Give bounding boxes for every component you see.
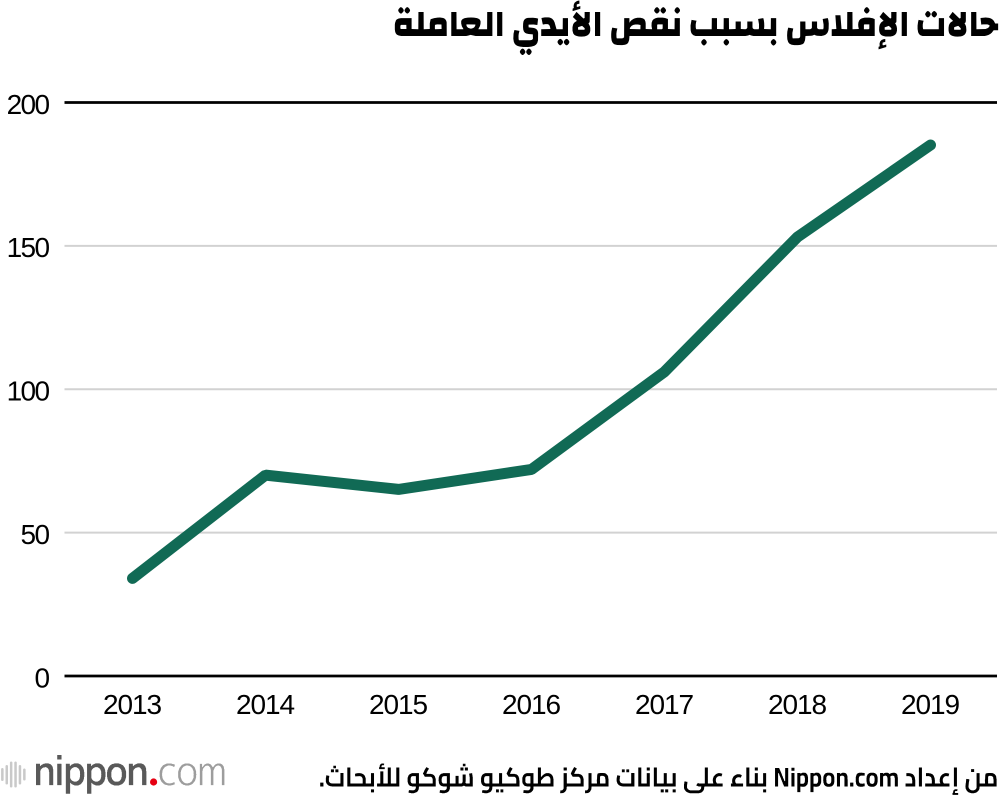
svg-text:2018: 2018 xyxy=(768,689,826,720)
svg-text:50: 50 xyxy=(21,519,50,550)
svg-text:2015: 2015 xyxy=(369,689,427,720)
svg-text:0: 0 xyxy=(35,662,50,693)
svg-text:200: 200 xyxy=(7,89,50,120)
svg-text:2016: 2016 xyxy=(502,689,560,720)
svg-text:2019: 2019 xyxy=(901,689,959,720)
svg-text:2014: 2014 xyxy=(236,689,294,720)
svg-text:2013: 2013 xyxy=(103,689,161,720)
svg-text:2017: 2017 xyxy=(635,689,693,720)
svg-text:100: 100 xyxy=(7,376,50,407)
svg-text:150: 150 xyxy=(7,232,50,263)
